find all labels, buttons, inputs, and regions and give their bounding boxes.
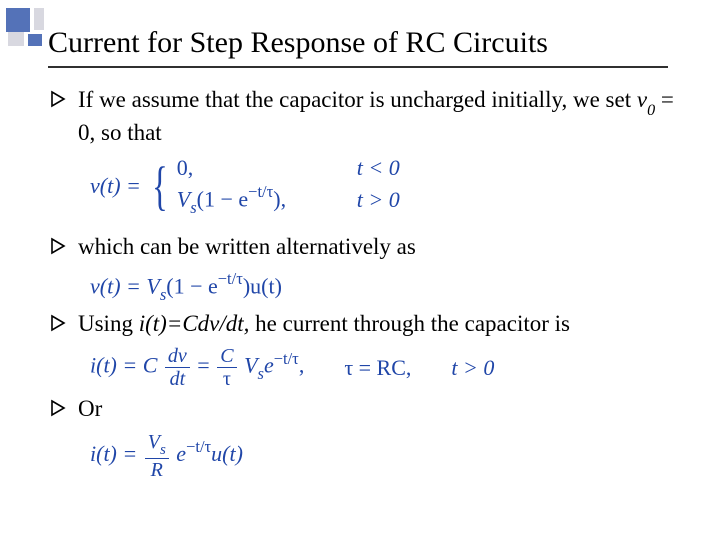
pw-case2-a: V xyxy=(177,187,190,212)
bullet-1: If we assume that the capacitor is uncha… xyxy=(50,86,680,147)
pw-case2-exp: −t/τ xyxy=(248,182,273,201)
slide: Current for Step Response of RC Circuits… xyxy=(0,0,720,540)
pw-case1-cond: t < 0 xyxy=(357,155,400,180)
bullet-2: which can be written alternatively as xyxy=(50,233,680,262)
bullet-3-suffix: he current through the capacitor is xyxy=(255,311,570,336)
cur-lhs: i(t) = C xyxy=(90,353,157,378)
equation-piecewise: v(t) = { 0, t < 0 Vs(1 − e−t/τ), t > 0 xyxy=(90,155,680,217)
alt-c: )u(t) xyxy=(243,273,282,298)
bullet-1-text: If we assume that the capacitor is uncha… xyxy=(78,86,680,147)
cur-cond: t > 0 xyxy=(451,355,494,381)
pw-case2-sub: s xyxy=(190,198,196,217)
equation-or: i(t) = Vs R e−t/τu(t) xyxy=(90,432,680,480)
equation-alt: v(t) = Vs(1 − e−t/τ)u(t) xyxy=(90,270,680,304)
equation-current: i(t) = C dv dt = C τ Vse−t/τ, τ = RC, t … xyxy=(90,346,680,389)
deco-square-blue-large xyxy=(6,8,30,32)
pw-lhs: v(t) = xyxy=(90,173,141,198)
alt-b: (1 − e xyxy=(166,273,218,298)
bullet-arrow-icon xyxy=(50,314,78,332)
cur-f1n: dv xyxy=(165,346,190,368)
cur-f2n: C xyxy=(217,346,236,368)
deco-square-gray-small xyxy=(8,32,24,46)
bullet-1-prefix: If we assume that the capacitor is uncha… xyxy=(78,87,637,112)
or-den: R xyxy=(148,459,166,480)
bullet-4: Or xyxy=(50,395,680,424)
bullet-arrow-icon xyxy=(50,237,78,255)
cur-tau: τ = RC, xyxy=(344,355,411,381)
pw-case2-c: ), xyxy=(273,187,286,212)
cur-sub: s xyxy=(258,364,264,383)
bullet-2-text: which can be written alternatively as xyxy=(78,233,680,262)
bullet-1-sub: 0 xyxy=(647,102,655,119)
pw-case1-val: 0, xyxy=(177,155,357,181)
or-b: e xyxy=(176,441,186,466)
left-brace-icon: { xyxy=(152,163,168,209)
cur-comma: , xyxy=(299,353,305,378)
fraction-vs-r: Vs R xyxy=(145,432,169,480)
cur-exp: −t/τ xyxy=(274,349,299,368)
fraction-dv-dt: dv dt xyxy=(165,346,190,389)
bullet-arrow-icon xyxy=(50,399,78,417)
deco-square-blue-small xyxy=(28,34,42,46)
cur-f2d: τ xyxy=(220,368,234,389)
or-num-a: V xyxy=(148,431,160,453)
slide-body: If we assume that the capacitor is uncha… xyxy=(50,80,680,484)
bullet-1-var: v xyxy=(637,87,647,112)
or-c: u(t) xyxy=(211,441,243,466)
cur-b: e xyxy=(264,353,274,378)
or-lhs: i(t) = xyxy=(90,441,143,466)
bullet-arrow-icon xyxy=(50,90,78,108)
or-num-sub: s xyxy=(160,442,166,458)
pw-case2-cond: t > 0 xyxy=(357,187,400,212)
alt-sub: s xyxy=(160,285,166,304)
bullet-3: Using i(t)=Cdv/dt, he current through th… xyxy=(50,310,680,339)
title-underline xyxy=(48,66,668,68)
slide-title: Current for Step Response of RC Circuits xyxy=(48,26,548,60)
alt-lhs: v(t) = xyxy=(90,273,146,298)
fraction-c-tau: C τ xyxy=(217,346,236,389)
pw-case2-b: (1 − e xyxy=(197,187,249,212)
cur-f1d: dt xyxy=(167,368,189,389)
bullet-3-prefix: Using xyxy=(78,311,139,336)
cur-mid: = xyxy=(197,353,215,378)
or-exp: −t/τ xyxy=(186,437,211,456)
or-num: Vs xyxy=(145,432,169,459)
deco-square-gray-tall xyxy=(34,8,44,30)
cur-a: V xyxy=(244,353,257,378)
bullet-3-expr: i(t)=Cdv/dt, xyxy=(139,311,255,336)
alt-a: V xyxy=(146,273,159,298)
bullet-4-text: Or xyxy=(78,395,680,424)
alt-exp: −t/τ xyxy=(218,269,243,288)
bullet-3-text: Using i(t)=Cdv/dt, he current through th… xyxy=(78,310,680,339)
